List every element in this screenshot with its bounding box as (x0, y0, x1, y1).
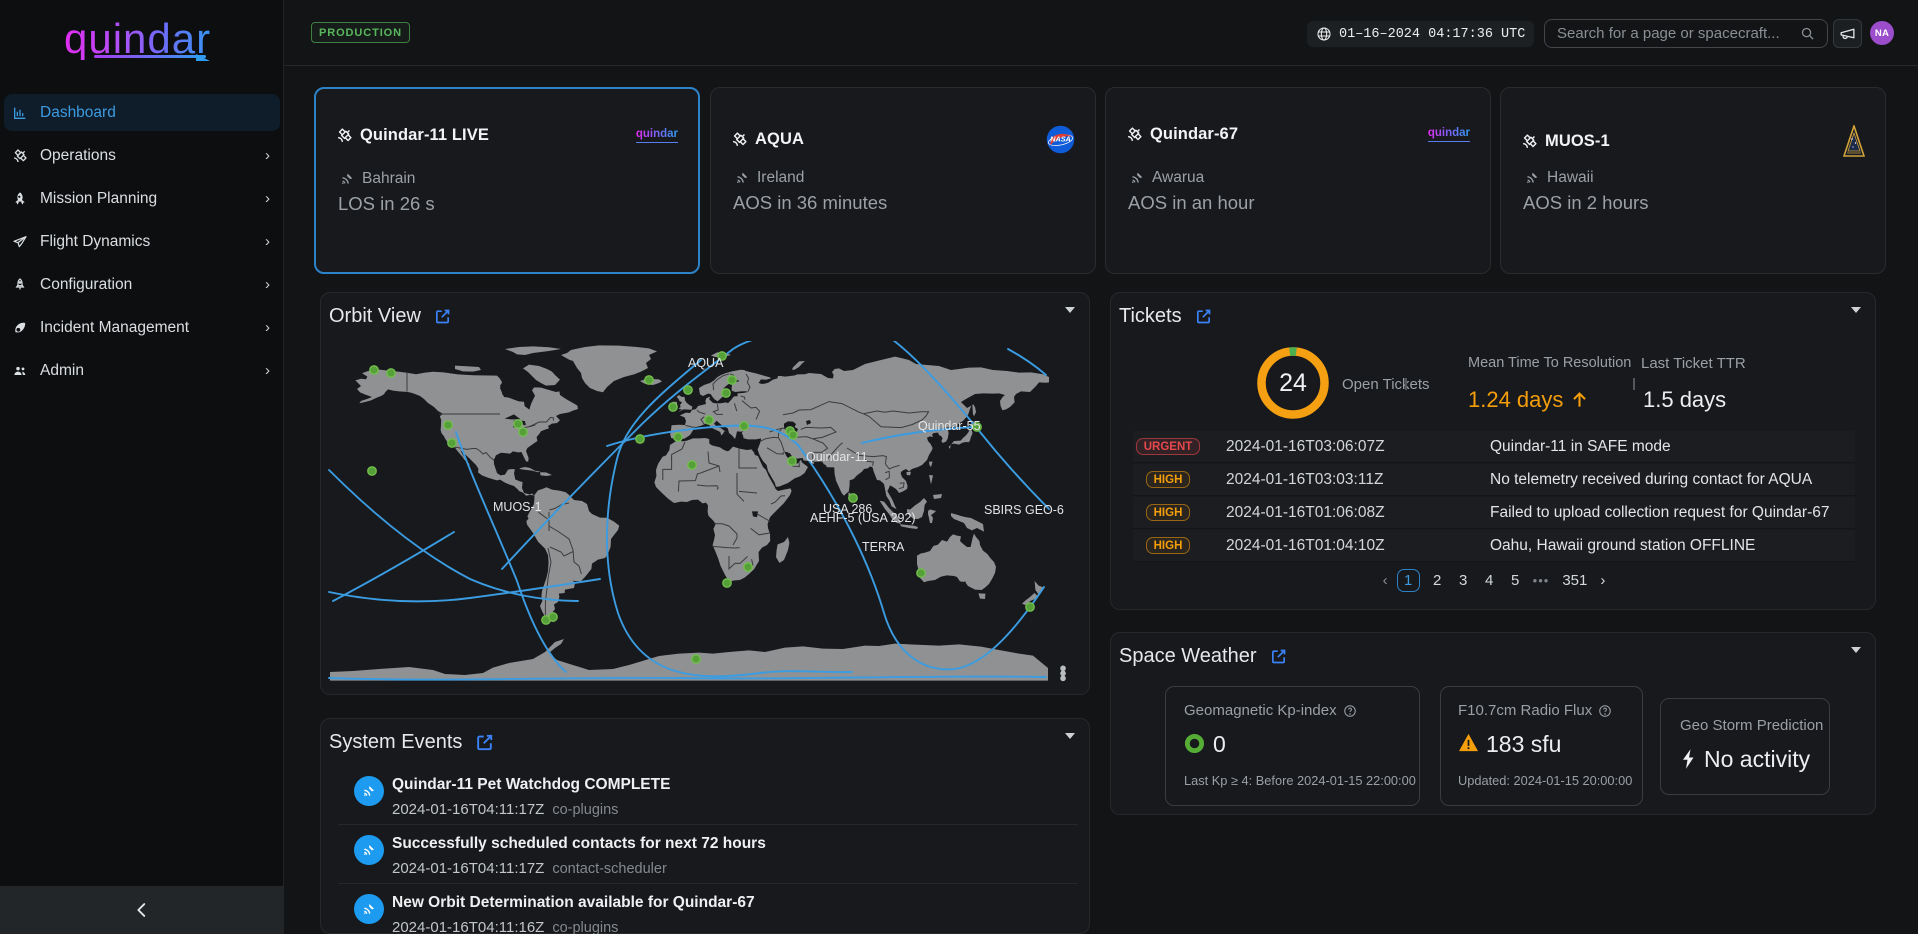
svg-text:TERRA: TERRA (862, 540, 905, 554)
svg-text:MUOS-1: MUOS-1 (493, 500, 542, 514)
svg-text:SBIRS GEO-6: SBIRS GEO-6 (984, 503, 1064, 517)
svg-text:USA 286: USA 286 (823, 502, 872, 516)
svg-text:Quindar-11: Quindar-11 (806, 450, 868, 464)
svg-text:AQUA: AQUA (688, 356, 724, 370)
svg-text:Quindar-55: Quindar-55 (918, 419, 981, 433)
svg-text:NASA: NASA (1050, 135, 1071, 144)
svg-text:AEHF-5 (USA 292): AEHF-5 (USA 292) (810, 511, 916, 525)
